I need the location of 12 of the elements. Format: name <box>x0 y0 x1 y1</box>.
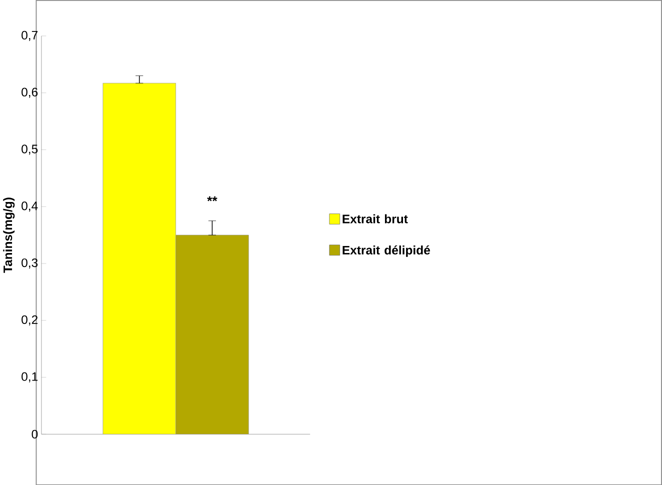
y-tick-label: 0 <box>32 430 38 438</box>
y-tick-label: 0,4 <box>22 201 38 212</box>
legend-label: Extrait délipidé <box>342 245 430 257</box>
y-axis-title: Tanins(mg/g) <box>3 198 15 273</box>
y-tick-label: 0,3 <box>22 258 38 268</box>
y-tick-label: 0,6 <box>22 88 38 98</box>
y-tick-label: 0,2 <box>22 315 38 326</box>
legend-label: Extrait brut <box>342 214 408 224</box>
y-tick-label: 0,5 <box>22 144 38 155</box>
annotation: ** <box>207 196 218 202</box>
y-tick-label: 0,7 <box>22 30 38 41</box>
y-tick-label: 0,1 <box>22 372 38 382</box>
